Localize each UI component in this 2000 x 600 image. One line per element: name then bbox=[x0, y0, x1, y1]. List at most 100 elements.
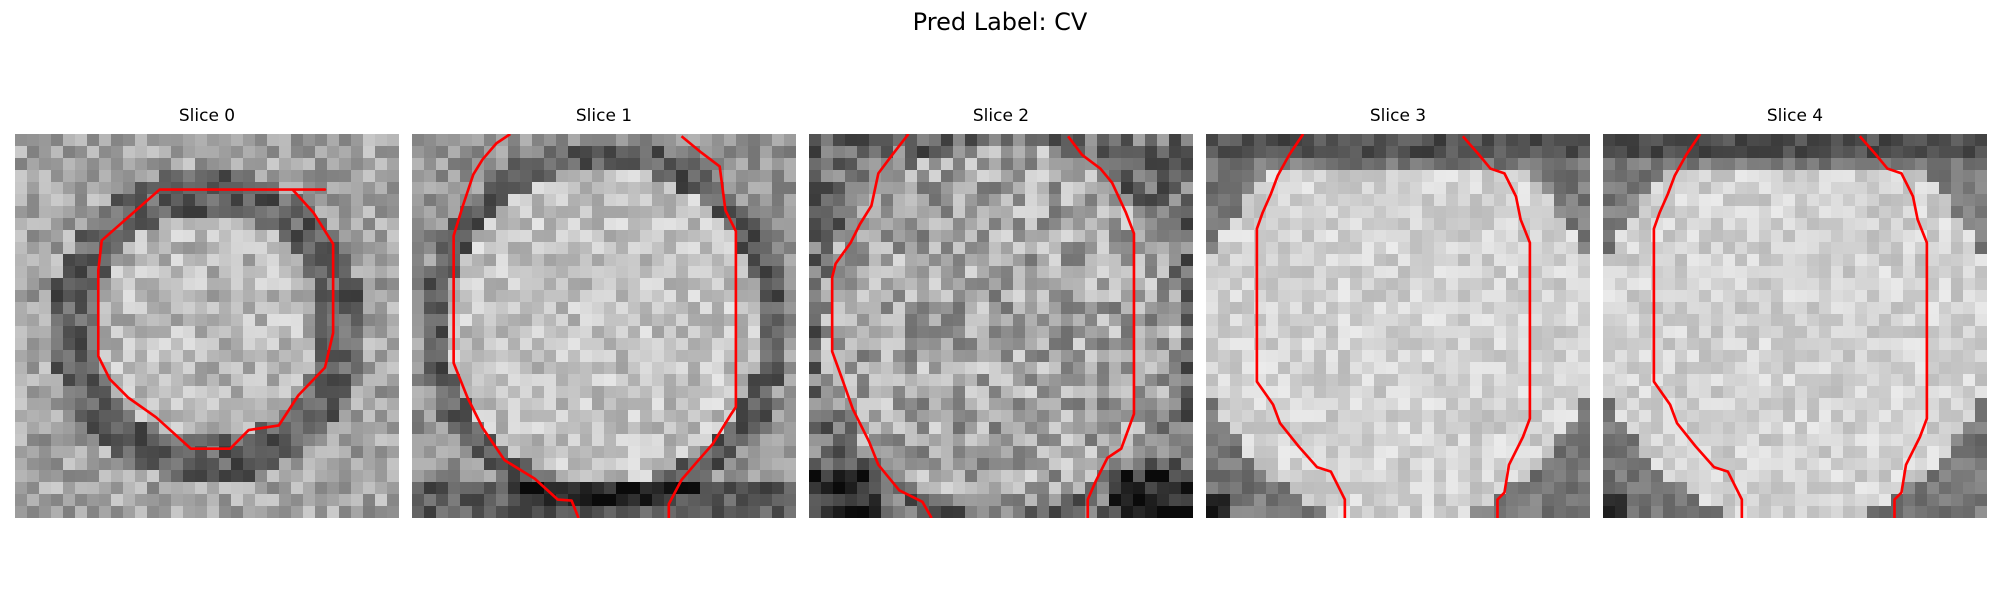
pixel bbox=[1939, 278, 1952, 291]
pixel bbox=[1675, 350, 1688, 363]
pixel bbox=[1049, 326, 1062, 339]
pixel bbox=[327, 218, 340, 231]
pixel bbox=[339, 230, 352, 243]
pixel bbox=[1326, 206, 1339, 219]
pixel bbox=[1723, 398, 1736, 411]
slice-image bbox=[15, 134, 399, 518]
pixel bbox=[243, 470, 256, 483]
pixel bbox=[965, 158, 978, 171]
pixel bbox=[1927, 374, 1940, 387]
pixel bbox=[833, 206, 846, 219]
pixel bbox=[448, 506, 461, 518]
pixel bbox=[652, 194, 665, 207]
pixel bbox=[1362, 458, 1375, 471]
pixel bbox=[628, 194, 641, 207]
pixel bbox=[1133, 362, 1146, 375]
pixel bbox=[315, 410, 328, 423]
pixel bbox=[1097, 422, 1110, 435]
pixel bbox=[772, 170, 785, 183]
pixel bbox=[75, 302, 88, 315]
pixel bbox=[724, 146, 737, 159]
pixel bbox=[929, 362, 942, 375]
pixel bbox=[520, 182, 533, 195]
pixel bbox=[207, 338, 220, 351]
pixel bbox=[712, 494, 725, 507]
pixel bbox=[219, 482, 232, 495]
pixel bbox=[1699, 194, 1712, 207]
pixel bbox=[387, 290, 399, 303]
pixel bbox=[1735, 266, 1748, 279]
pixel bbox=[544, 194, 557, 207]
pixel bbox=[159, 338, 172, 351]
pixel bbox=[724, 350, 737, 363]
pixel bbox=[1374, 254, 1387, 267]
pixel bbox=[580, 374, 593, 387]
pixel bbox=[1314, 446, 1327, 459]
pixel bbox=[1603, 170, 1616, 183]
pixel bbox=[303, 458, 316, 471]
pixel bbox=[1903, 134, 1916, 147]
pixel bbox=[1951, 158, 1964, 171]
pixel bbox=[1735, 206, 1748, 219]
pixel bbox=[1374, 446, 1387, 459]
pixel bbox=[1266, 482, 1279, 495]
pixel bbox=[809, 194, 822, 207]
pixel bbox=[255, 482, 268, 495]
pixel bbox=[1350, 254, 1363, 267]
pixel bbox=[821, 134, 834, 147]
pixel bbox=[255, 386, 268, 399]
pixel bbox=[532, 410, 545, 423]
pixel bbox=[676, 458, 689, 471]
pixel bbox=[363, 338, 376, 351]
pixel bbox=[1446, 194, 1459, 207]
pixel bbox=[1639, 314, 1652, 327]
pixel bbox=[147, 206, 160, 219]
pixel bbox=[195, 350, 208, 363]
pixel bbox=[857, 494, 870, 507]
pixel bbox=[604, 470, 617, 483]
pixel bbox=[123, 350, 136, 363]
pixel bbox=[1302, 146, 1315, 159]
pixel bbox=[1218, 446, 1231, 459]
pixel bbox=[821, 398, 834, 411]
pixel bbox=[1181, 170, 1193, 183]
pixel bbox=[339, 218, 352, 231]
pixel bbox=[1554, 338, 1567, 351]
pixel bbox=[772, 362, 785, 375]
pixel bbox=[51, 218, 64, 231]
pixel bbox=[207, 254, 220, 267]
pixel bbox=[1278, 230, 1291, 243]
pixel bbox=[1434, 230, 1447, 243]
pixel bbox=[39, 146, 52, 159]
pixel bbox=[953, 266, 966, 279]
pixel bbox=[1482, 242, 1495, 255]
pixel bbox=[1157, 446, 1170, 459]
pixel bbox=[1446, 242, 1459, 255]
pixel bbox=[929, 494, 942, 507]
pixel bbox=[1867, 170, 1880, 183]
pixel bbox=[712, 194, 725, 207]
pixel bbox=[1603, 326, 1616, 339]
pixel bbox=[688, 374, 701, 387]
pixel bbox=[39, 158, 52, 171]
slice-panel-3: Slice 3 bbox=[1206, 105, 1590, 518]
pixel bbox=[436, 182, 449, 195]
pixel bbox=[929, 290, 942, 303]
pixel bbox=[1374, 494, 1387, 507]
pixel bbox=[303, 398, 316, 411]
pixel bbox=[387, 326, 399, 339]
pixel bbox=[592, 218, 605, 231]
pixel bbox=[1350, 266, 1363, 279]
pixel bbox=[1771, 302, 1784, 315]
pixel bbox=[424, 146, 437, 159]
pixel bbox=[1771, 134, 1784, 147]
pixel bbox=[147, 146, 160, 159]
pixel bbox=[303, 206, 316, 219]
pixel bbox=[75, 458, 88, 471]
pixel bbox=[977, 230, 990, 243]
pixel bbox=[363, 242, 376, 255]
pixel bbox=[784, 158, 796, 171]
pixel bbox=[1290, 206, 1303, 219]
pixel bbox=[448, 146, 461, 159]
pixel bbox=[748, 446, 761, 459]
